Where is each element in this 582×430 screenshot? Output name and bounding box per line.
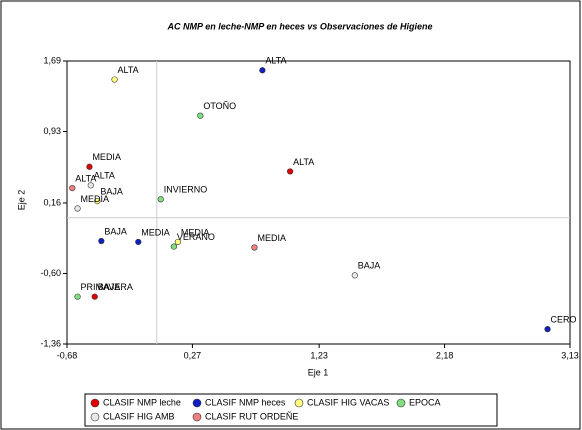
point-label: MEDIA xyxy=(257,233,286,243)
legend-swatch xyxy=(192,412,202,422)
legend-label: CLASIF NMP heces xyxy=(205,397,286,407)
point xyxy=(74,293,81,300)
point xyxy=(544,326,551,333)
x-tick-label: 1,23 xyxy=(310,350,328,360)
point xyxy=(170,243,178,250)
point-label: ALTA xyxy=(118,65,139,75)
y-axis-label: Eje 2 xyxy=(16,190,26,211)
point-label: MEDIA xyxy=(181,227,210,237)
point-label: OTOÑO xyxy=(203,101,236,111)
legend-label: CLASIF NMP leche xyxy=(103,397,181,407)
point xyxy=(74,205,81,212)
point xyxy=(174,238,181,246)
x-tick-label: 3,13 xyxy=(561,350,579,360)
point-label: BAJA xyxy=(100,186,123,196)
point xyxy=(94,198,101,205)
legend-label: CLASIF RUT ORDEÑE xyxy=(205,411,298,421)
x-tick-label: -0,68 xyxy=(57,350,78,360)
y-tick-label: -0,60 xyxy=(40,268,61,278)
point xyxy=(135,238,142,246)
point-label: ALTA xyxy=(265,56,286,66)
point-label: ALTA xyxy=(293,157,314,167)
point-label: MEDIA xyxy=(141,227,170,237)
point xyxy=(251,244,258,251)
point xyxy=(157,196,164,203)
point xyxy=(197,112,204,119)
y-tick-label: 0,93 xyxy=(43,126,61,136)
legend-swatch xyxy=(90,398,100,408)
point xyxy=(87,182,94,189)
point-label: VERANO xyxy=(177,232,215,242)
point-label: MEDIA xyxy=(81,194,110,204)
point-label: PRIMAVERA xyxy=(81,282,133,292)
x-axis-label: Eje 1 xyxy=(308,367,329,377)
point xyxy=(111,76,118,83)
legend-label: CLASIF HIG AMB xyxy=(103,411,175,421)
point xyxy=(98,237,105,245)
point xyxy=(351,272,358,279)
y-tick-label: -1,36 xyxy=(40,338,61,348)
y-tick-label: 1,69 xyxy=(43,55,61,65)
point-label: BAJA xyxy=(98,282,121,292)
point-label: ALTA xyxy=(75,173,96,183)
point xyxy=(91,293,98,300)
legend-label: CLASIF HIG VACAS xyxy=(307,397,389,407)
point xyxy=(287,168,294,175)
y-tick-label: 0,16 xyxy=(43,197,61,207)
x-tick-label: 2,18 xyxy=(436,350,454,360)
legend-label: EPOCA xyxy=(409,397,441,407)
point xyxy=(259,67,266,74)
point-label: BAJA xyxy=(104,226,127,236)
point-label: MEDIA xyxy=(92,152,121,162)
point xyxy=(86,163,93,170)
legend-box xyxy=(84,393,498,427)
legend-swatch xyxy=(396,398,406,408)
point xyxy=(69,185,76,192)
point-label: INVIERNO xyxy=(164,185,208,195)
legend-swatch xyxy=(90,412,100,422)
point-label: ALTA xyxy=(94,171,115,181)
chart-title: AC NMP en leche-NMP en heces vs Observac… xyxy=(167,21,433,31)
legend-swatch xyxy=(192,398,202,408)
x-tick-label: 0,27 xyxy=(184,350,202,360)
point-label: CERO xyxy=(551,315,577,325)
legend-swatch xyxy=(294,398,304,408)
point-label: BAJA xyxy=(358,261,381,271)
